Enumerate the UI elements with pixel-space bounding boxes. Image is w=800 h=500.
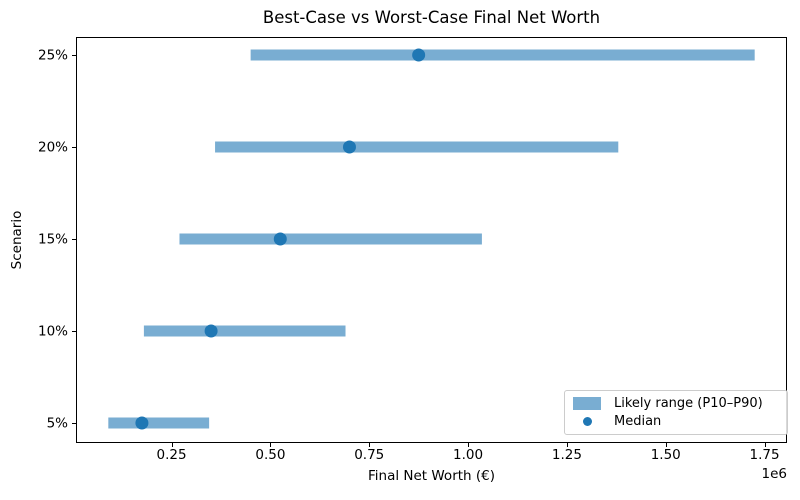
legend-median-marker-box <box>573 417 601 426</box>
x-tick-label: 0.25 <box>157 447 187 463</box>
x-axis-label: Final Net Worth (€) <box>367 468 496 484</box>
y-tick-label: 20% <box>38 140 68 156</box>
range-bar-swatch-icon <box>573 397 601 410</box>
legend: Likely range (P10–P90) Median <box>564 390 788 435</box>
range-bar <box>108 417 210 429</box>
y-tick-label: 5% <box>47 416 69 432</box>
y-tick-label: 10% <box>38 324 68 340</box>
chart-title: Best-Case vs Worst-Case Final Net Worth <box>262 8 601 27</box>
x-tick-label: 1.00 <box>453 447 483 463</box>
range-bar <box>250 49 755 61</box>
axes-spines <box>76 37 787 443</box>
median-dot <box>204 324 218 338</box>
x-tick-label: 1.75 <box>750 447 780 463</box>
legend-range-label: Likely range (P10–P90) <box>614 396 763 411</box>
x-tick-label: 0.50 <box>255 447 285 463</box>
y-tick-label: 25% <box>38 48 68 64</box>
median-dot <box>135 416 149 430</box>
range-bar <box>143 325 346 337</box>
legend-item-median: Median <box>573 414 779 429</box>
median-dot <box>273 232 287 246</box>
x-tick-label: 0.75 <box>354 447 384 463</box>
y-tick-label: 15% <box>38 232 68 248</box>
x-tick-label: 1.25 <box>552 447 582 463</box>
legend-range-swatch-box <box>573 397 601 410</box>
range-bar <box>179 233 482 245</box>
median-dot <box>412 48 426 62</box>
median-dot-icon <box>582 417 592 426</box>
legend-item-range: Likely range (P10–P90) <box>573 396 779 411</box>
legend-median-label: Median <box>614 414 662 429</box>
y-axis-label: Scenario <box>9 210 25 270</box>
x-tick-label: 1.50 <box>651 447 681 463</box>
x-axis-offset-label: 1e6 <box>761 466 787 482</box>
median-dot <box>342 140 356 154</box>
range-bar <box>215 141 619 153</box>
